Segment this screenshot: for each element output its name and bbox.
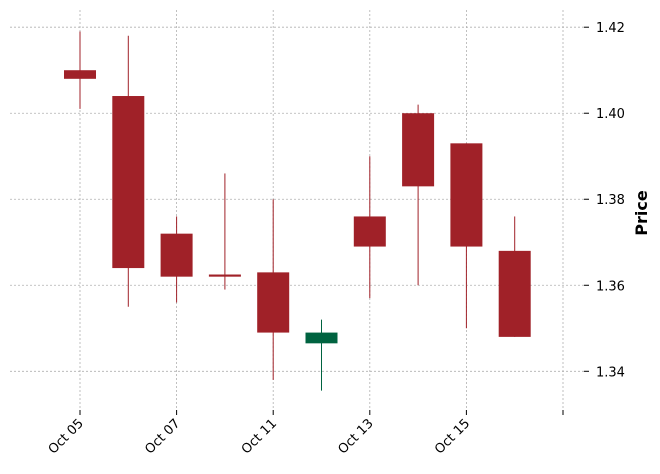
candle-layer — [64, 31, 531, 391]
grid-layer — [10, 10, 584, 410]
candle-body-up — [305, 332, 338, 344]
candle-body-down — [64, 70, 96, 79]
candle-body-down — [112, 96, 145, 269]
candle-body-down — [208, 274, 241, 277]
y-tick-label: 1.40 — [596, 107, 625, 122]
y-tick-label: 1.38 — [596, 193, 625, 208]
x-tick-label: Oct 11 — [239, 416, 280, 457]
y-tick-label: 1.42 — [596, 21, 625, 36]
candle-body-down — [402, 113, 435, 187]
candle-body-down — [257, 272, 290, 333]
candle-body-down — [160, 233, 193, 277]
candle-body-down — [450, 143, 483, 247]
x-tick-label: Oct 13 — [336, 416, 377, 457]
candle-body-down — [498, 250, 531, 337]
y-tick-label: 1.34 — [596, 365, 625, 380]
y-tick-label: 1.36 — [596, 279, 625, 294]
x-tick-label: Oct 07 — [142, 416, 183, 457]
candle-body-down — [353, 216, 386, 247]
y-axis-title: Price — [632, 190, 651, 236]
x-tick-label: Oct 05 — [46, 416, 87, 457]
x-tick-label: Oct 15 — [432, 416, 473, 457]
